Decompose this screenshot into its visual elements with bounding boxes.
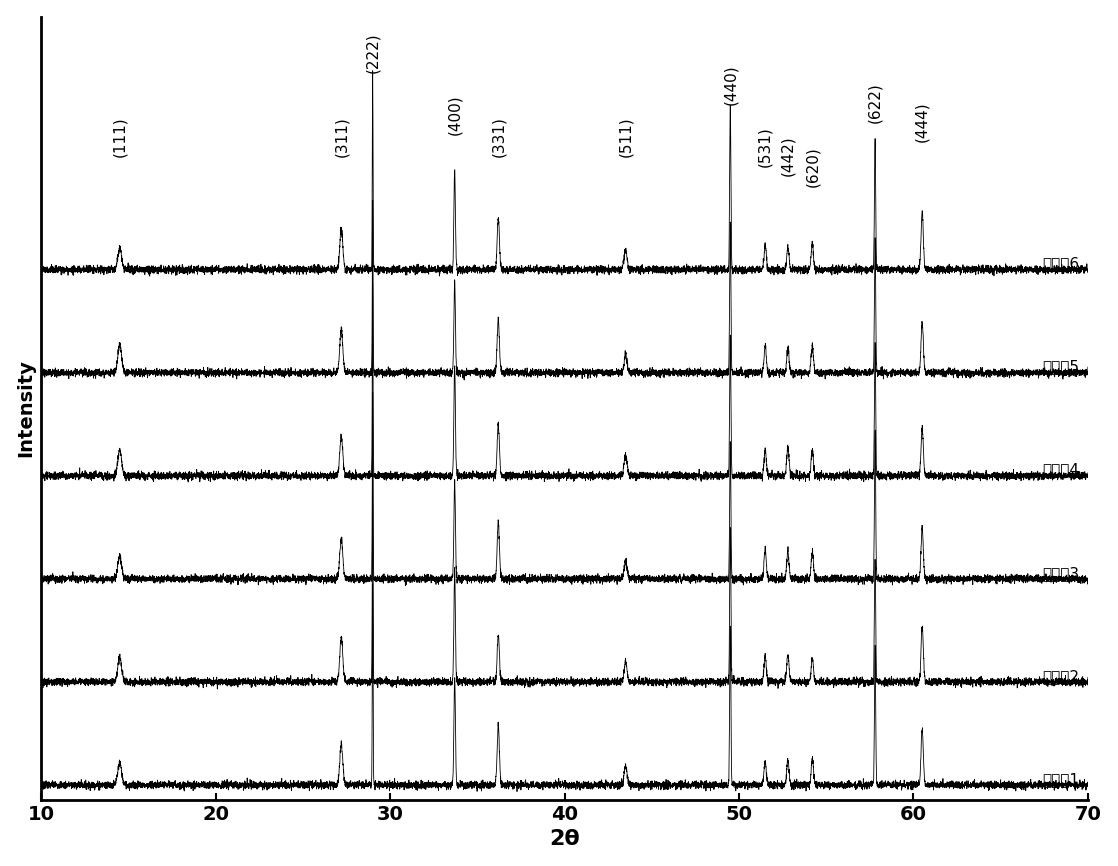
Text: (444): (444) xyxy=(915,101,930,142)
Text: (222): (222) xyxy=(366,32,380,73)
Text: 实施例5: 实施例5 xyxy=(1042,359,1079,375)
Text: (440): (440) xyxy=(722,64,738,105)
X-axis label: 2θ: 2θ xyxy=(549,830,580,850)
Text: (111): (111) xyxy=(112,117,127,158)
Text: 实施例2: 实施例2 xyxy=(1042,669,1079,684)
Y-axis label: Intensity: Intensity xyxy=(17,359,36,457)
Text: (622): (622) xyxy=(868,83,882,124)
Text: (400): (400) xyxy=(447,94,462,135)
Text: 实施例3: 实施例3 xyxy=(1042,565,1079,581)
Text: (442): (442) xyxy=(780,135,795,176)
Text: (531): (531) xyxy=(758,126,773,166)
Text: 实施例4: 实施例4 xyxy=(1042,462,1079,478)
Text: (511): (511) xyxy=(618,117,633,158)
Text: (331): (331) xyxy=(491,116,505,158)
Text: 实施例1: 实施例1 xyxy=(1042,772,1079,787)
Text: (620): (620) xyxy=(805,146,819,187)
Text: 实施例6: 实施例6 xyxy=(1042,256,1079,272)
Text: (311): (311) xyxy=(334,116,349,158)
